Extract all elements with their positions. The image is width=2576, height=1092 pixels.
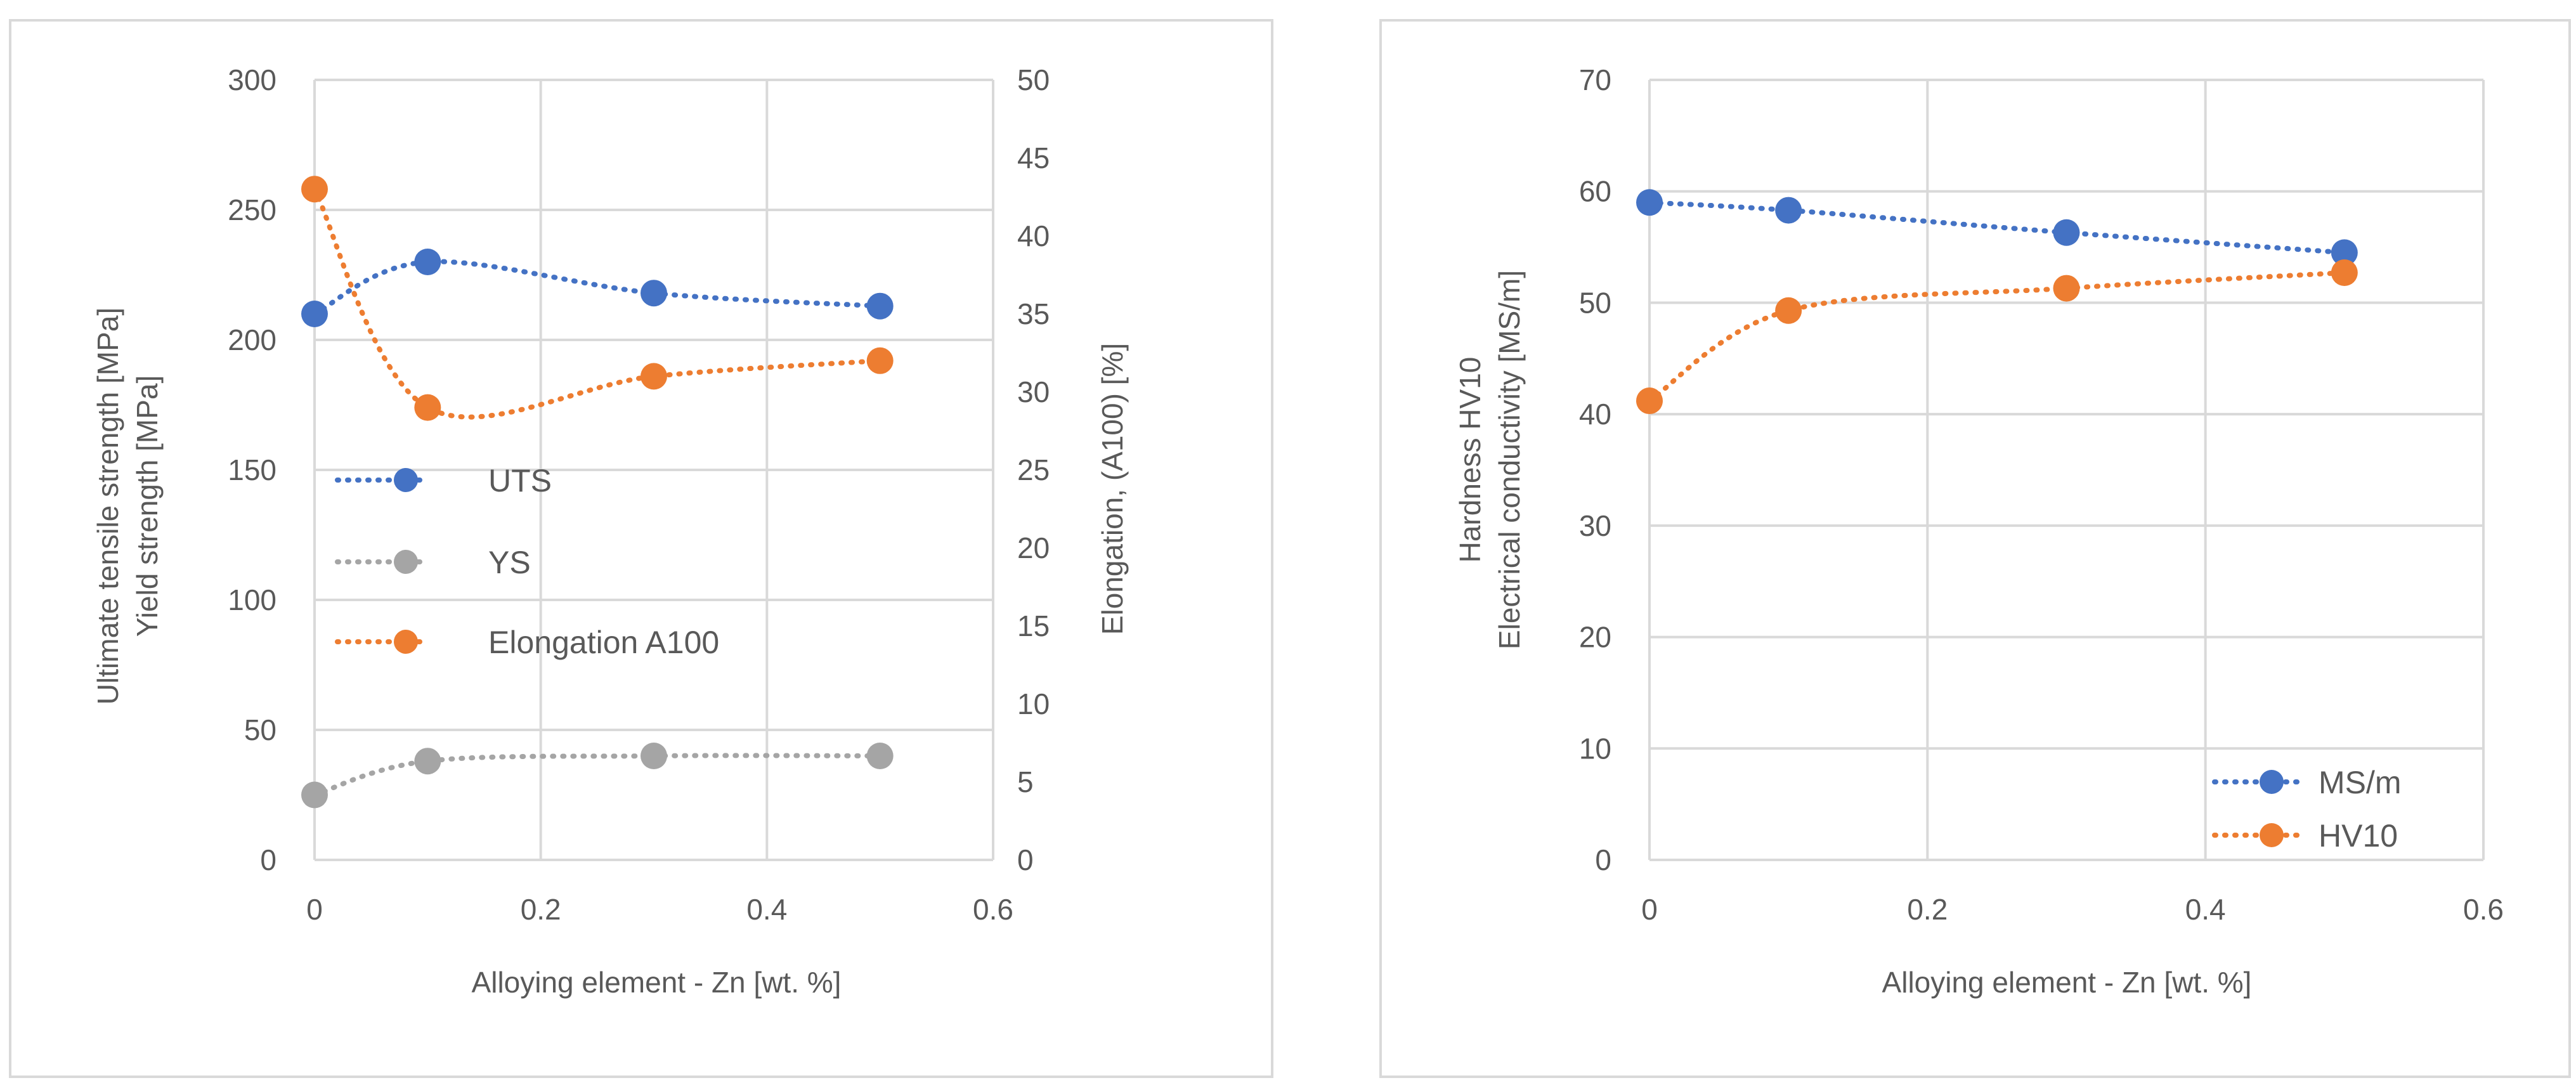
y2-tick-label: 15 bbox=[1017, 609, 1050, 642]
legend-uts-label: UTS bbox=[488, 463, 552, 498]
y2-tick-label: 40 bbox=[1017, 219, 1050, 252]
y-tick-label: 150 bbox=[228, 453, 276, 486]
legend-hv10-marker bbox=[2260, 823, 2284, 847]
legend-item-uts: UTS bbox=[335, 463, 552, 498]
legend-ms-m-marker bbox=[2260, 770, 2284, 794]
y2-tick-label: 25 bbox=[1017, 453, 1050, 486]
y-tick-label: 30 bbox=[1579, 509, 1611, 542]
series-line-ms-m bbox=[1647, 200, 2347, 256]
chart-left-points bbox=[301, 176, 894, 809]
data-point-elongation-a100 bbox=[641, 363, 667, 390]
y-tick-label: 50 bbox=[1579, 286, 1611, 319]
data-point-hv10 bbox=[2331, 259, 2358, 286]
legend-hv10-label: HV10 bbox=[2319, 818, 2398, 854]
legend-elongation-label: Elongation A100 bbox=[488, 625, 719, 660]
data-point-elongation-a100 bbox=[414, 394, 441, 421]
series-line-elongation-a100 bbox=[312, 186, 883, 420]
data-point-ys bbox=[641, 743, 667, 769]
chart-left-ylabel-line-1: Ultimate tensile strength [MPa] bbox=[91, 308, 124, 705]
y2-tick-label: 45 bbox=[1017, 141, 1050, 174]
y-tick-label: 50 bbox=[244, 713, 276, 746]
y-tick-label: 60 bbox=[1579, 175, 1611, 208]
chart-right-series-lines bbox=[1647, 200, 2347, 404]
legend-item-ys: YS bbox=[335, 545, 531, 580]
legend-uts-marker bbox=[394, 468, 418, 492]
chart-left-y2label: Elongation, (A100) [%] bbox=[1096, 343, 1129, 635]
chart-right-frame bbox=[1379, 19, 2571, 1078]
y-tick-label: 10 bbox=[1579, 732, 1611, 765]
y-tick-label: 200 bbox=[228, 323, 276, 356]
y-tick-label: 0 bbox=[260, 843, 276, 876]
x-tick-label: 0.2 bbox=[1907, 893, 1948, 926]
chart-left-y-axis-title: Ultimate tensile strength [MPa] Yield st… bbox=[91, 308, 164, 705]
data-point-uts bbox=[301, 301, 328, 327]
chart-left-xlabel: Alloying element - Zn [wt. %] bbox=[472, 966, 842, 999]
legend-ys-label: YS bbox=[488, 545, 531, 580]
chart-left-gridlines bbox=[313, 79, 994, 861]
series-line-hv10 bbox=[1647, 270, 2347, 404]
data-point-ms-m bbox=[1636, 189, 1663, 216]
y2-tick-label: 10 bbox=[1017, 687, 1050, 720]
data-point-uts bbox=[641, 280, 667, 307]
y-tick-label: 70 bbox=[1579, 63, 1611, 96]
data-point-hv10 bbox=[2053, 275, 2080, 302]
legend-ys-marker bbox=[394, 550, 418, 574]
chart-panel-right: 0 10 20 30 40 50 60 70 0 0.2 0.4 0.6 Hardness HV10 … bbox=[1285, 0, 2576, 1092]
data-point-ys bbox=[301, 781, 328, 809]
y2-tick-label: 30 bbox=[1017, 375, 1050, 408]
chart-right-y-axis-title: Hardness HV10 Electrical conductivity [M… bbox=[1454, 270, 1526, 649]
y-tick-label: 250 bbox=[228, 193, 276, 226]
data-point-hv10 bbox=[1636, 387, 1663, 415]
legend-elongation-marker bbox=[394, 630, 418, 654]
y2-tick-label: 35 bbox=[1017, 297, 1050, 330]
chart-panel-left: 0 50 100 150 200 250 300 0 0.2 0.4 0.6 0 5 10 15 20 25 30… bbox=[0, 0, 1285, 1092]
y-tick-label: 40 bbox=[1579, 398, 1611, 431]
x-tick-label: 0.6 bbox=[2463, 893, 2504, 926]
data-point-hv10 bbox=[1775, 297, 1802, 324]
chart-left-series-lines bbox=[312, 186, 883, 798]
chart-right-svg: 0 10 20 30 40 50 60 70 0 0.2 0.4 0.6 Hardness HV10 … bbox=[1379, 19, 2571, 1078]
y2-tick-label: 20 bbox=[1017, 531, 1050, 564]
data-point-ys bbox=[414, 748, 441, 775]
data-point-elongation-a100 bbox=[301, 176, 328, 203]
legend-item-hv10: HV10 bbox=[2212, 818, 2398, 854]
data-point-uts bbox=[866, 292, 894, 320]
x-tick-label: 0.4 bbox=[2185, 893, 2226, 926]
chart-right-gridlines bbox=[1648, 79, 2485, 861]
y2-tick-label: 0 bbox=[1017, 843, 1034, 876]
chart-right-points bbox=[1636, 189, 2358, 415]
data-point-uts bbox=[414, 249, 441, 275]
data-point-ys bbox=[866, 743, 894, 769]
data-point-ms-m bbox=[1775, 197, 1802, 224]
legend-item-elongation: Elongation A100 bbox=[335, 625, 719, 660]
y-tick-label: 100 bbox=[228, 583, 276, 616]
data-point-ms-m bbox=[2053, 219, 2080, 246]
series-line-ys bbox=[312, 753, 883, 798]
y2-tick-label: 5 bbox=[1017, 765, 1034, 798]
chart-right-xlabel: Alloying element - Zn [wt. %] bbox=[1882, 966, 2252, 999]
series-line-uts bbox=[312, 259, 883, 316]
chart-right-legend: MS/m HV10 bbox=[2212, 765, 2402, 854]
chart-right-ylabel-line-1: Hardness HV10 bbox=[1454, 357, 1486, 563]
data-point-elongation-a100 bbox=[866, 347, 894, 374]
chart-left-ylabel-line-2: Yield strength [MPa] bbox=[131, 375, 164, 637]
chart-right-tick-labels: 0 10 20 30 40 50 60 70 0 0.2 0.4 0.6 bbox=[1579, 63, 2504, 926]
x-tick-label: 0.4 bbox=[746, 893, 787, 926]
legend-ms-m-label: MS/m bbox=[2319, 765, 2402, 800]
chart-left-legend: UTS YS Elongation A100 bbox=[335, 463, 719, 660]
legend-item-ms-m: MS/m bbox=[2212, 765, 2402, 800]
chart-right-ylabel-line-2: Electrical conductivity [MS/m] bbox=[1493, 270, 1526, 649]
y-tick-label: 20 bbox=[1579, 621, 1611, 654]
y-tick-label: 0 bbox=[1595, 843, 1611, 876]
chart-left-frame bbox=[9, 19, 1273, 1078]
x-tick-label: 0.6 bbox=[973, 893, 1013, 926]
x-tick-label: 0.2 bbox=[521, 893, 561, 926]
x-tick-label: 0 bbox=[1641, 893, 1658, 926]
x-tick-label: 0 bbox=[306, 893, 323, 926]
y-tick-label: 300 bbox=[228, 63, 276, 96]
y2-tick-label: 50 bbox=[1017, 63, 1050, 96]
data-point-ms-m bbox=[2331, 239, 2358, 266]
